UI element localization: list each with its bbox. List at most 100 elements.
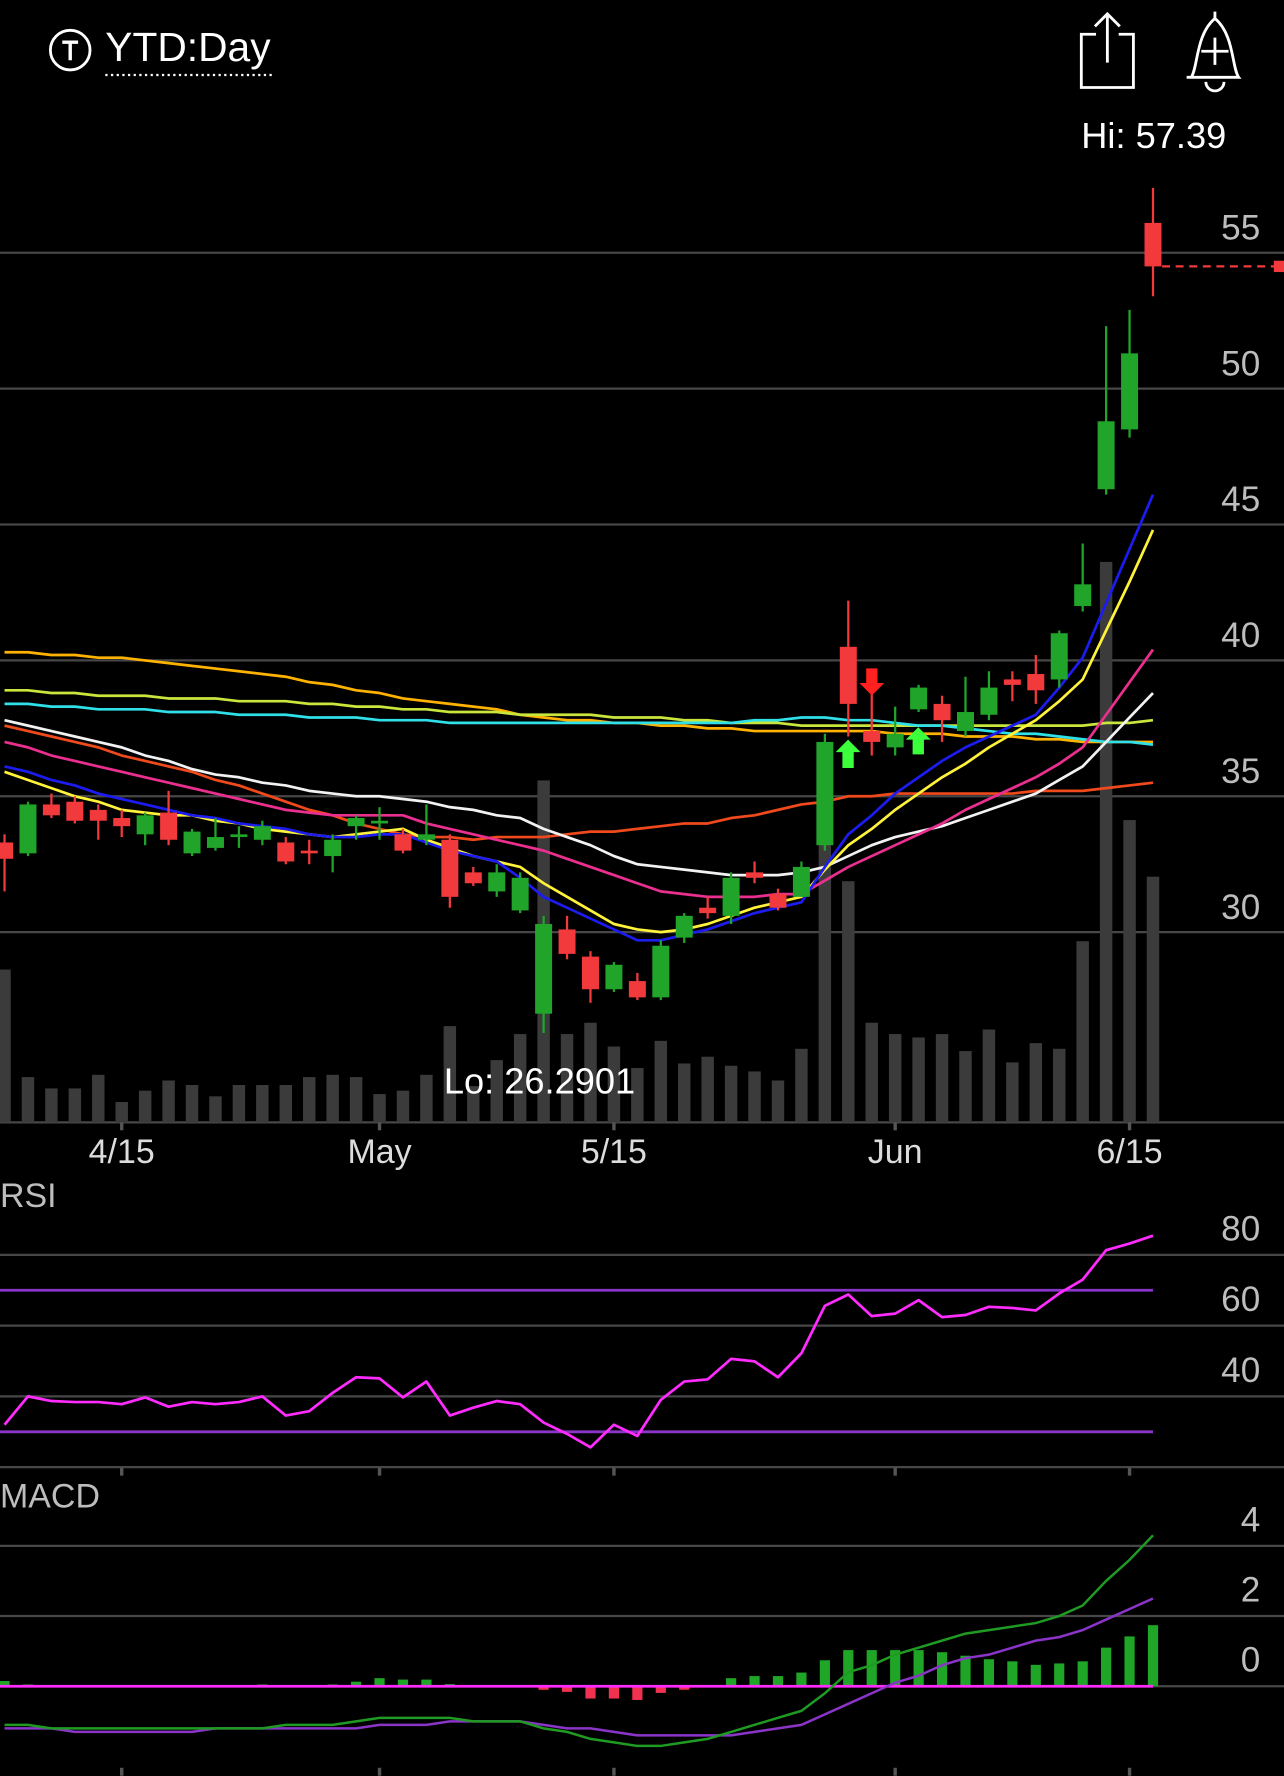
y-tick-label: 45 — [1221, 480, 1260, 519]
volume-bar — [467, 1086, 480, 1123]
candle-body — [113, 818, 131, 827]
histogram-bar — [960, 1655, 971, 1687]
buy-signal — [905, 727, 931, 755]
volume-bar — [490, 1060, 503, 1123]
x-tick-label: Jun — [868, 1133, 923, 1171]
histogram-bar — [397, 1679, 409, 1687]
volume-bar — [607, 1046, 621, 1123]
candle-body — [675, 915, 693, 938]
histogram-bar — [374, 1678, 385, 1687]
volume-bar — [92, 1074, 105, 1123]
alert-button[interactable] — [1186, 11, 1242, 93]
candle-body — [511, 877, 529, 911]
candle-body — [183, 831, 201, 854]
histogram-bar — [890, 1650, 901, 1687]
volume-bar — [678, 1063, 691, 1123]
candle-body — [89, 809, 107, 821]
candle-body — [1074, 584, 1092, 607]
volume-bar — [982, 1029, 996, 1123]
volume-bar — [724, 1065, 738, 1123]
histogram-bar — [749, 1676, 760, 1687]
macd-line — [4, 1534, 1154, 1748]
histogram-bar — [819, 1660, 830, 1687]
volume-bar — [21, 1077, 35, 1123]
volume-bar — [302, 1077, 316, 1123]
candle-body — [136, 815, 154, 835]
candle-body — [417, 834, 435, 840]
volume-bar — [513, 1034, 527, 1123]
x-tick-label: May — [347, 1133, 411, 1171]
candle-body — [628, 981, 646, 998]
share-box — [1079, 32, 1135, 89]
volume-bar — [256, 1085, 269, 1123]
volume-bar — [795, 1048, 808, 1123]
candle-body — [277, 842, 295, 862]
candle-body — [652, 945, 670, 998]
histogram-bar — [0, 1680, 10, 1687]
candle-body — [206, 837, 224, 848]
histogram-bar — [561, 1686, 573, 1692]
volume-bar — [396, 1090, 410, 1123]
moving-average — [4, 494, 1155, 942]
histogram-bar — [1054, 1663, 1065, 1687]
volume-bar — [888, 1034, 902, 1123]
candle-body — [464, 872, 482, 884]
x-tick-label: 6/15 — [1097, 1133, 1163, 1171]
y-tick-label: 0 — [1241, 1641, 1261, 1680]
candle-body — [722, 877, 740, 916]
volume-bar — [115, 1102, 128, 1123]
candle-body — [394, 834, 412, 851]
candle-body — [1097, 421, 1115, 490]
range-button[interactable]: YTD:Day — [48, 24, 275, 77]
volume-bar — [1006, 1062, 1019, 1123]
candle-body — [19, 804, 37, 854]
candle-body — [0, 842, 14, 859]
candle-body — [839, 646, 857, 704]
panel-title: MACD — [0, 1477, 100, 1515]
last-price-marker — [1273, 260, 1284, 273]
volume-bar — [326, 1074, 339, 1123]
bell-plus — [1201, 37, 1229, 65]
share-button[interactable] — [1079, 11, 1135, 89]
volume-bar — [279, 1085, 293, 1123]
candle-body — [1050, 633, 1068, 680]
candle-body — [488, 872, 506, 892]
volume-bar — [373, 1094, 386, 1123]
volume-bar — [0, 969, 11, 1123]
candle-body — [863, 731, 881, 742]
candle-body — [746, 872, 764, 878]
y-tick-label: 50 — [1221, 344, 1260, 383]
volume-bar — [654, 1040, 668, 1123]
volume-bar — [748, 1071, 761, 1123]
candle-body — [792, 866, 810, 897]
volume-bar — [1053, 1048, 1066, 1123]
volume-bar — [959, 1051, 972, 1123]
histogram-bar — [913, 1650, 924, 1687]
y-tick-label: 60 — [1221, 1280, 1260, 1319]
moving-average — [4, 724, 1154, 842]
histogram-bar — [1007, 1661, 1018, 1687]
histogram-bar — [679, 1686, 690, 1690]
histogram-bar — [1030, 1664, 1041, 1687]
buy-signal — [835, 739, 861, 768]
candle-body — [558, 929, 576, 954]
candle-body — [324, 839, 342, 857]
histogram-bar — [866, 1650, 877, 1687]
volume-bar — [1029, 1043, 1043, 1123]
candle-body — [910, 687, 928, 710]
volume-bar — [701, 1056, 714, 1123]
histogram-bar — [843, 1650, 854, 1687]
histogram-bar — [608, 1686, 620, 1699]
share-arrow — [1093, 11, 1121, 63]
histogram-bar — [796, 1672, 807, 1687]
candle-body — [535, 924, 553, 1014]
y-tick-label: 2 — [1241, 1571, 1261, 1610]
candle-body — [816, 741, 834, 846]
volume-bar — [349, 1077, 363, 1123]
histogram-bar — [655, 1686, 666, 1693]
candle-body — [300, 850, 318, 854]
volume-bar — [1076, 941, 1089, 1123]
candle-body — [371, 820, 389, 824]
rsi-line — [3, 1234, 1154, 1449]
